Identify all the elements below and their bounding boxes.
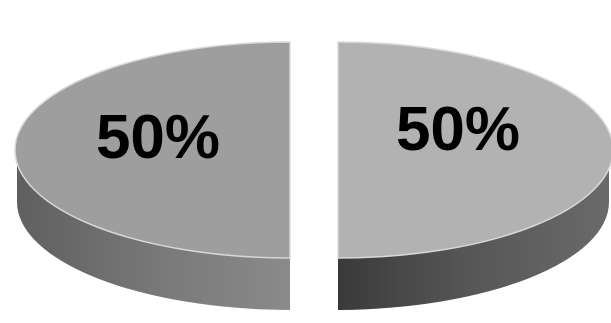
slice-left-side [17,150,290,310]
pie-slice-left: 50% [14,41,291,310]
pie-slice-right: 50% [337,41,611,310]
slice-right-label: 50% [396,95,520,164]
slice-left-top [14,41,291,259]
slice-right-side [338,150,609,310]
slice-right-top [337,41,611,259]
slice-left-label: 50% [96,103,220,172]
